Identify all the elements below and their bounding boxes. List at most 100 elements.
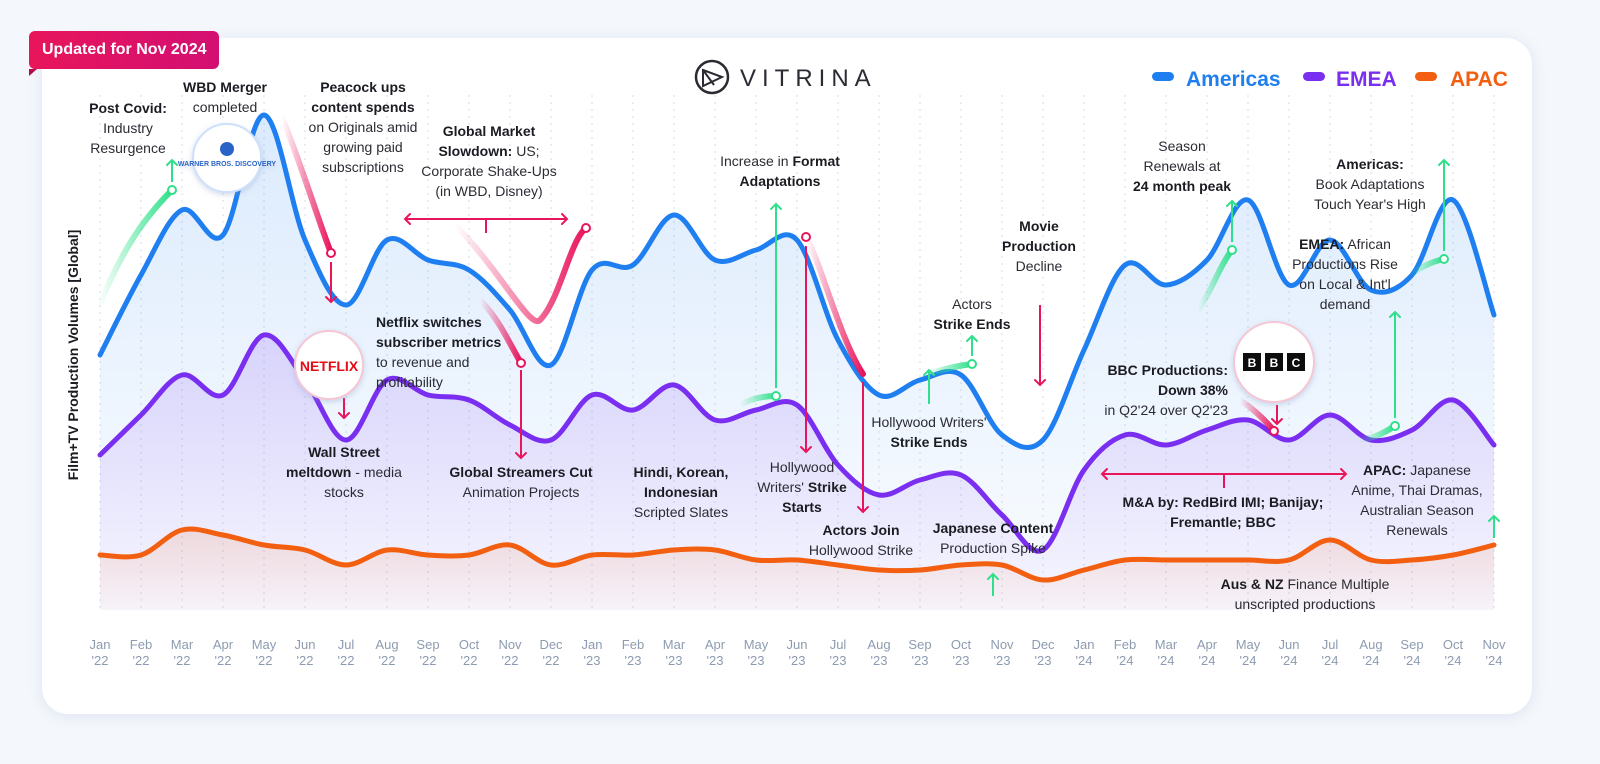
swoosh-dot (967, 359, 977, 369)
annotation-line: Global Streamers Cut (449, 464, 592, 480)
annotation-line: on Local & Int'l (1299, 276, 1390, 292)
x-tick-label: Jul (830, 637, 847, 652)
annotation-line: BBC Productions: (1107, 362, 1228, 378)
x-tick-label: Apr (1197, 637, 1218, 652)
annotation-line: Aus & NZ Finance Multiple (1221, 576, 1390, 592)
annotation-line: Australian Season (1360, 502, 1474, 518)
annotation-line: Actors (952, 296, 992, 312)
x-tick-label: Mar (171, 637, 194, 652)
annotation: APAC: Japanese Anime, Thai Dramas, Austral… (1351, 462, 1482, 538)
trend-swoosh (477, 297, 524, 366)
legend: Americas EMEA APAC (1152, 68, 1508, 91)
legend-emea: EMEA (1336, 68, 1397, 91)
annotation: Movie Production Decline (1002, 218, 1076, 274)
annotation: Post Covid: Industry Resurgence (89, 100, 167, 156)
x-tick-year: '23 (707, 653, 724, 668)
x-tick-year: '22 (338, 653, 355, 668)
annotation-line: Industry (103, 120, 153, 136)
arrow-head (166, 158, 178, 166)
annotation-line: Decline (1016, 258, 1063, 274)
x-tick-year: '22 (461, 653, 478, 668)
x-tick-label: Nov (1482, 637, 1506, 652)
annotation-line: Renewals (1386, 522, 1447, 538)
x-tick-year: '23 (1035, 653, 1052, 668)
arrow-head (325, 296, 337, 304)
swoosh-dot (1269, 426, 1279, 436)
annotation-line: Writers' Strike (757, 479, 847, 495)
arrow-head (515, 452, 527, 460)
x-tick-year: '23 (912, 653, 929, 668)
netflix-logo: NETFLIX (294, 330, 364, 400)
x-tick-year: '22 (502, 653, 519, 668)
x-tick-year: '23 (584, 653, 601, 668)
netflix-logo-text: NETFLIX (300, 358, 359, 374)
svg-text:C: C (1292, 356, 1301, 370)
annotation-line: Corporate Shake-Ups (421, 163, 556, 179)
annotation-line: Scripted Slates (634, 504, 728, 520)
annotation: Actors Join Hollywood Strike (809, 522, 913, 558)
x-tick-year: '24 (1199, 653, 1216, 668)
annotation: BBC Productions: Down 38% in Q2'24 over Q2… (1104, 362, 1228, 418)
annotation-line: Americas: (1336, 156, 1404, 172)
annotation: Japanese Content Production Spike (933, 520, 1054, 556)
annotation-line: Indonesian (644, 484, 718, 500)
annotation-line: Down 38% (1158, 382, 1229, 398)
annotation: Aus & NZ Finance Multiple unscripted prod… (1221, 576, 1390, 612)
updated-badge: Updated for Nov 2024 (29, 31, 220, 76)
x-tick-label: Oct (1443, 637, 1464, 652)
annotation-line: Strike Ends (890, 434, 967, 450)
arrow-head (1271, 418, 1283, 426)
annotation-line: Global Market (443, 123, 536, 139)
arrow-head (1100, 468, 1108, 480)
swoosh-dot (516, 358, 526, 368)
x-tick-label: Nov (990, 637, 1014, 652)
arrow-head (1340, 468, 1348, 480)
x-tick-label: Jul (1322, 637, 1339, 652)
x-tick-year: '22 (256, 653, 273, 668)
arrow-head (770, 202, 782, 210)
annotation-line: Productions Rise (1292, 256, 1398, 272)
x-tick-year: '23 (748, 653, 765, 668)
annotation: Season Renewals at 24 month peak (1133, 138, 1231, 194)
annotation: Actors Strike Ends (933, 296, 1010, 332)
legend-americas: Americas (1186, 68, 1281, 91)
x-tick-label: Sep (1400, 637, 1423, 652)
annotation: Increase in Format Adaptations (720, 153, 840, 189)
swoosh-dot (771, 391, 781, 401)
y-axis-label: Film+TV Production Volumes [Global] (65, 230, 81, 481)
x-tick-label: Mar (663, 637, 686, 652)
arrow-head (1226, 199, 1238, 207)
annotation: EMEA: African Productions Rise on Local & … (1292, 236, 1398, 312)
arrow-head (966, 334, 978, 342)
annotation: WBD Merger completed (183, 79, 268, 115)
x-tick-year: '23 (953, 653, 970, 668)
swoosh-dot (801, 232, 811, 242)
swoosh-dot (1227, 245, 1237, 255)
x-tick-label: Jul (338, 637, 355, 652)
annotation-line: Slowdown: US; (438, 143, 539, 159)
svg-text:B: B (1270, 356, 1279, 370)
x-tick-label: Mar (1155, 637, 1178, 652)
x-tick-label: Dec (1031, 637, 1055, 652)
swoosh-dot (1439, 254, 1449, 264)
annotation-line: Post Covid: (89, 100, 167, 116)
annotation-line: subscriber metrics (376, 334, 501, 350)
x-tick-year: '24 (1281, 653, 1298, 668)
x-tick-year: '24 (1158, 653, 1175, 668)
legend-swatch-apac (1415, 72, 1437, 81)
annotation-line: growing paid (323, 139, 402, 155)
x-tick-label: Oct (459, 637, 480, 652)
arrow-head (403, 213, 411, 225)
trend-swoosh (803, 234, 866, 377)
x-tick-label: Sep (416, 637, 439, 652)
bbc-logo: B B C (1233, 321, 1315, 403)
annotation-line: Book Adaptations (1316, 176, 1425, 192)
swoosh-dot (167, 185, 177, 195)
annotation-line: on Originals amid (309, 119, 418, 135)
series-line-emea (97, 332, 1497, 554)
annotation-line: Wall Street (308, 444, 380, 460)
annotation-line: Starts (782, 499, 822, 515)
x-tick-year: '24 (1117, 653, 1134, 668)
x-tick-year: '22 (174, 653, 191, 668)
